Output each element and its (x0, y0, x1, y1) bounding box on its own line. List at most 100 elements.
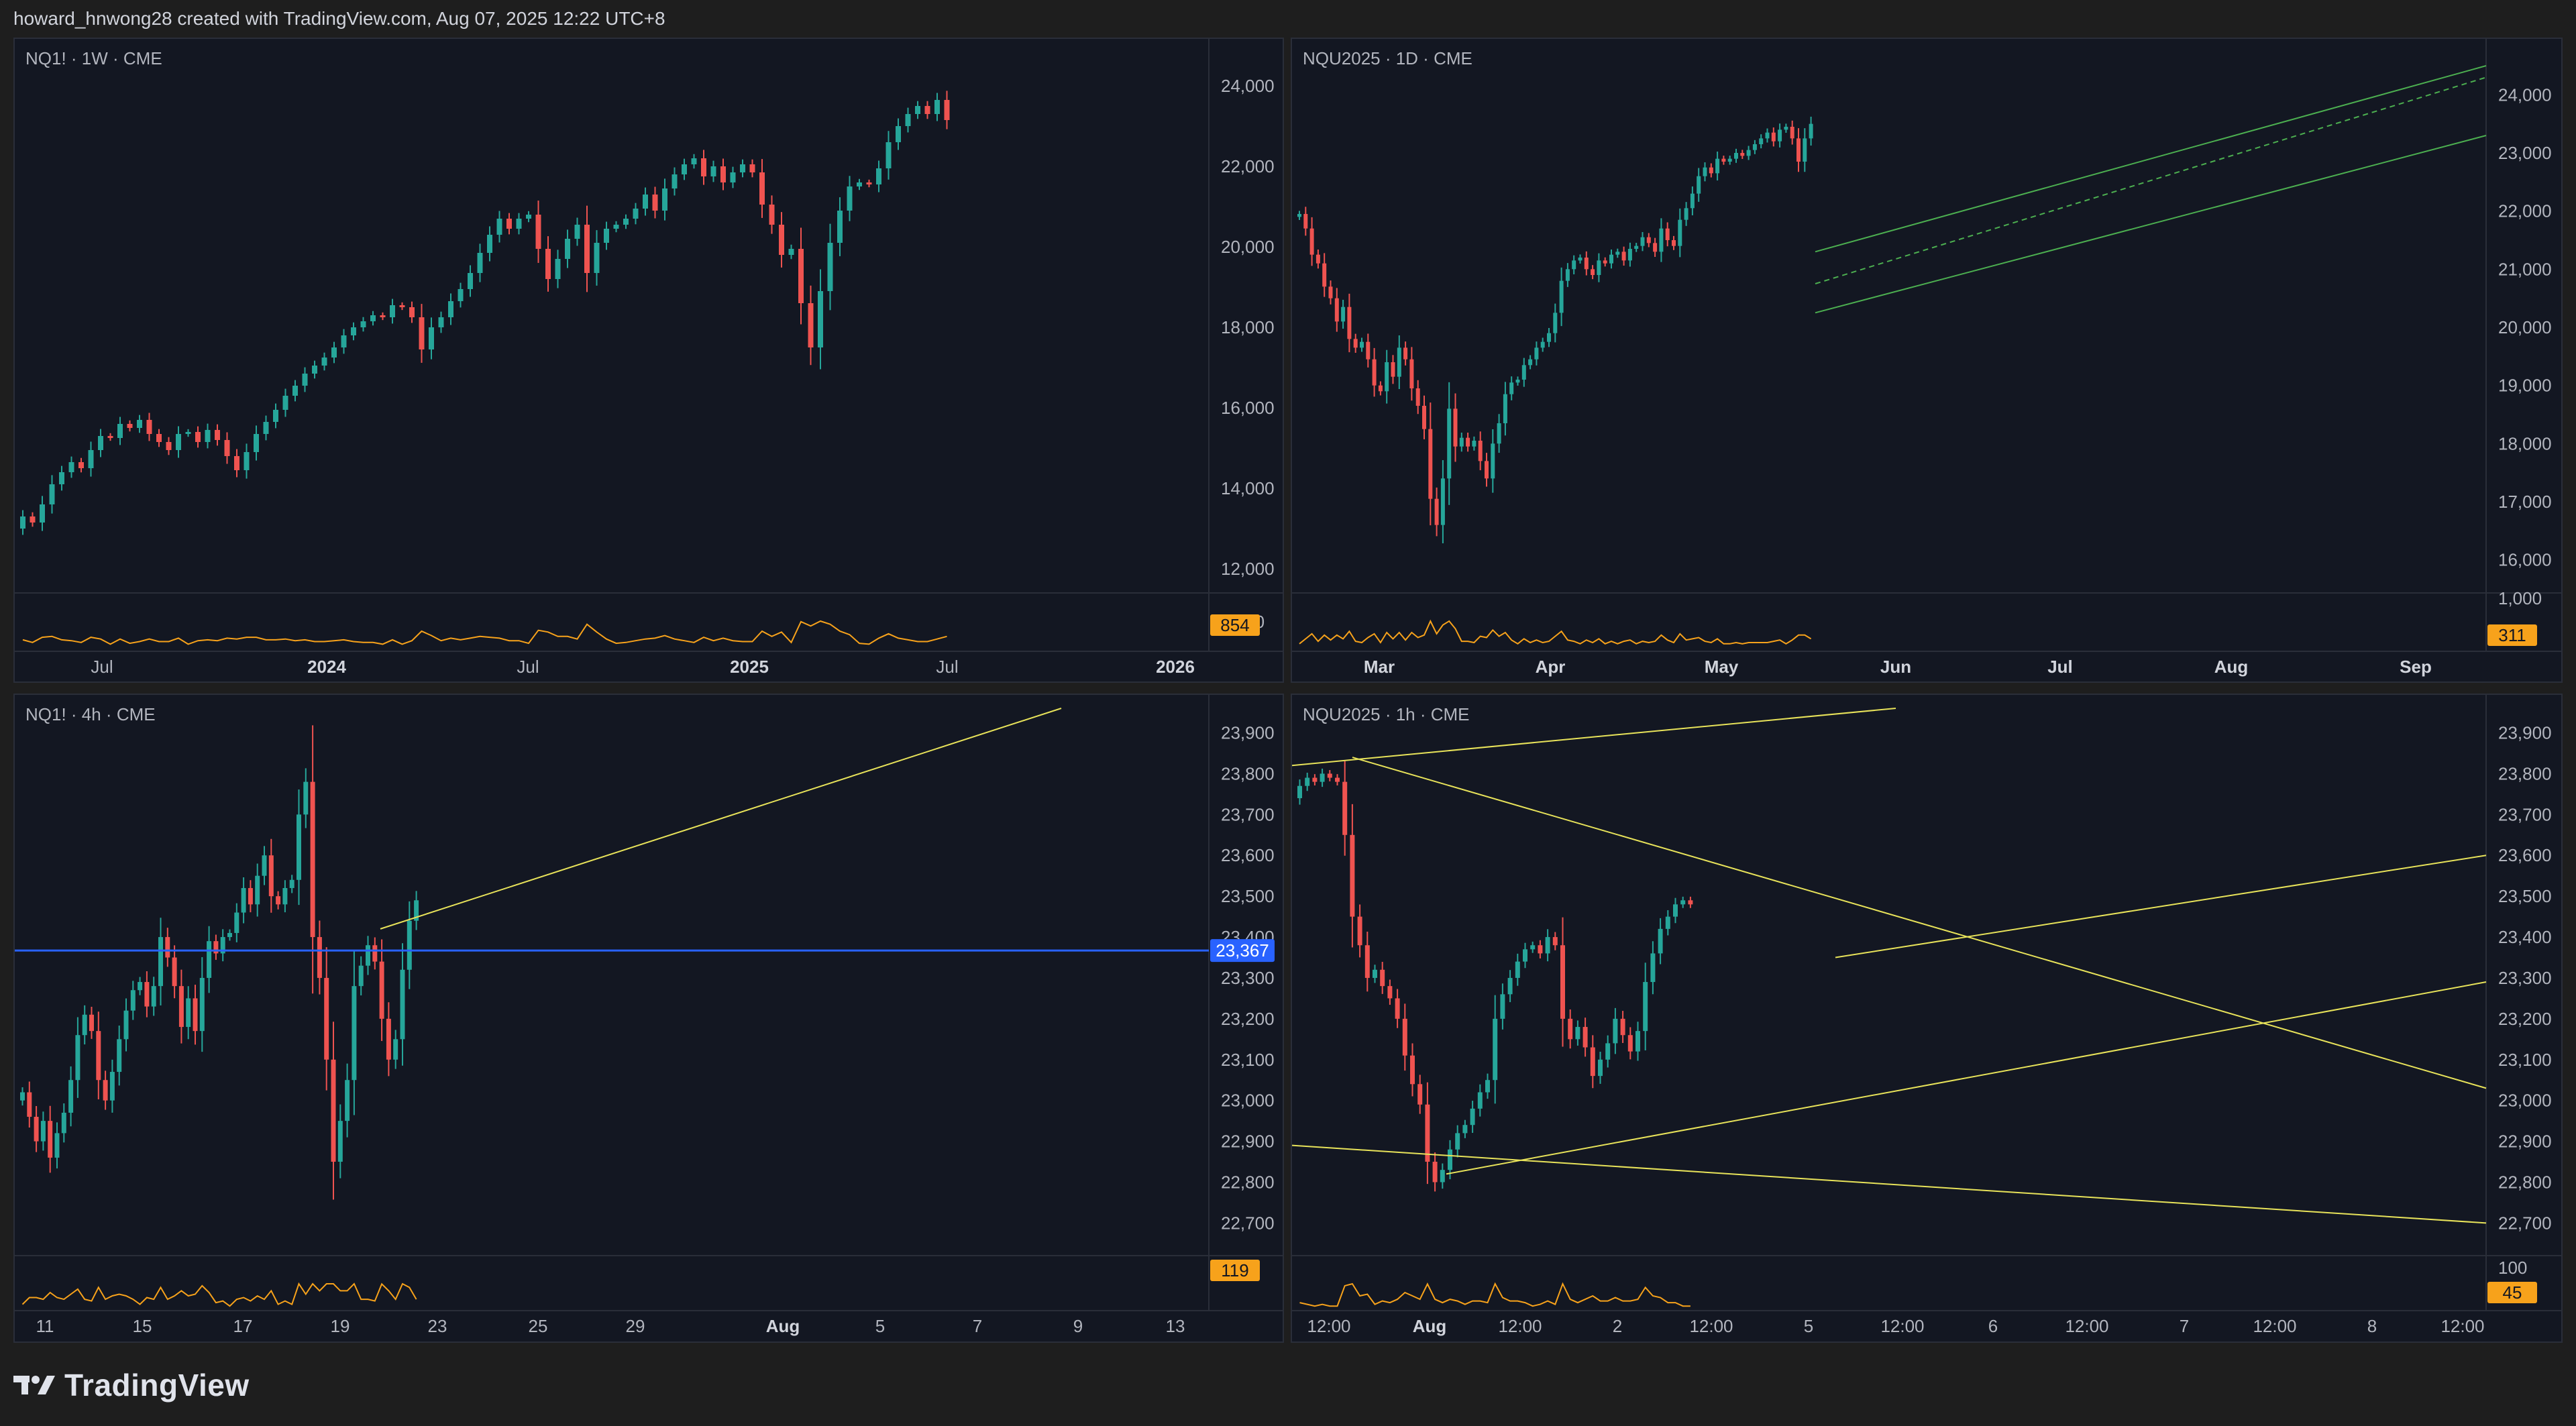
candle-body (1312, 777, 1318, 782)
time-axis-label: 9 (1073, 1316, 1083, 1336)
candle-body (1578, 258, 1582, 261)
symbol-label: NQU2025 · 1h · CME (1303, 704, 1470, 724)
price-axis-label: 24,000 (2498, 85, 2552, 105)
candle-body (1553, 313, 1558, 333)
candle-body (138, 982, 143, 991)
candle-body (613, 225, 619, 229)
candle-body (1634, 245, 1639, 249)
candle-body (1434, 498, 1439, 525)
candle-body (652, 195, 658, 211)
candle-body (1703, 167, 1707, 176)
candle-body (1477, 1092, 1483, 1109)
candle-body (1715, 158, 1720, 174)
candle-body (633, 209, 639, 219)
volume-line (22, 620, 947, 645)
chart-panel-nq1-weekly[interactable]: 24,000 22,000 20,000 18,000 16,000 14,000 12,0… (13, 38, 1284, 683)
candle-body (458, 289, 464, 301)
candle-body (438, 317, 444, 327)
candle-body (1734, 153, 1738, 159)
channel-upper-line (1815, 65, 2487, 253)
volume-line (1299, 1282, 1690, 1307)
candle-body (720, 166, 726, 182)
candle-body (390, 305, 395, 317)
candle-body (109, 1072, 115, 1101)
brand-footer[interactable]: TradingView (13, 1365, 250, 1405)
price-axis-label: 23,000 (2498, 143, 2552, 163)
candle-body (1765, 132, 1770, 139)
price-axis-label: 20,000 (1221, 237, 1275, 257)
candle-body (1335, 777, 1340, 782)
candle-body (1364, 945, 1370, 978)
candle-body (1547, 333, 1551, 342)
candle-body (759, 172, 765, 205)
candle-body (905, 114, 911, 126)
candle-body (1584, 258, 1589, 270)
candle-body (248, 887, 253, 905)
chart-canvas[interactable]: 24,000 22,000 20,000 18,000 16,000 14,000 12,0… (15, 39, 1283, 681)
candle-body (213, 941, 219, 954)
candle-body (1380, 969, 1385, 987)
candle-body (20, 1092, 25, 1101)
candle-body (1316, 254, 1320, 264)
candle-body (604, 229, 609, 243)
chart-canvas[interactable]: 23,90023,80023,70023,60023,50023,40023,3… (15, 695, 1283, 1341)
price-axis-label: 23,600 (1221, 845, 1275, 865)
candle-body (352, 986, 357, 1081)
time-axis-label: Aug (2214, 657, 2249, 677)
candle-body (1727, 158, 1732, 162)
chart-canvas[interactable]: 23,90023,80023,70023,60023,50023,40023,3… (1292, 695, 2561, 1341)
price-axis-label: 22,700 (1221, 1213, 1275, 1233)
candle-body (1790, 127, 1794, 139)
candle-body (1521, 365, 1526, 380)
candle-body (1402, 1018, 1407, 1056)
candle-body (166, 442, 172, 450)
candle-body (1680, 900, 1686, 905)
candle-body (1447, 408, 1452, 479)
candle-body (1360, 341, 1364, 348)
candle-body (1485, 1080, 1490, 1093)
candle-body (1688, 900, 1693, 905)
candle-body (448, 301, 453, 317)
chart-panel-nq1-4h[interactable]: 23,900 23,800 23,700 23,600 23,500 23,400 23,3… (13, 694, 1284, 1343)
price-axis-label: 23,300 (2498, 968, 2552, 988)
candle-body (241, 887, 246, 913)
candle-body (1391, 362, 1395, 377)
candle-body (1591, 269, 1595, 275)
candle-body (1507, 977, 1513, 995)
time-axis-label: 2026 (1156, 657, 1195, 677)
candle-body (1515, 961, 1520, 978)
candle-body (1459, 437, 1464, 447)
candle-body (1448, 1149, 1452, 1170)
price-axis-label: 23,800 (1221, 763, 1275, 783)
volume-badge-bg (1210, 614, 1260, 636)
volume-axis-label: 1,000 (2498, 588, 2542, 608)
chart-panel-nqu2025-1h[interactable]: 23,900 23,800 23,700 23,600 23,500 23,400 23,3… (1291, 694, 2563, 1343)
price-axis-label: 23,200 (2498, 1009, 2552, 1029)
channel-lower-line (1815, 135, 2487, 314)
candle-body (1665, 228, 1670, 240)
price-axis-label: 22,000 (1221, 156, 1275, 176)
candle-body (1643, 982, 1648, 1032)
time-axis-label: 5 (1804, 1316, 1813, 1336)
candle-body (82, 1014, 87, 1036)
candle-body (358, 965, 364, 987)
price-badge-bg (1210, 939, 1275, 963)
candle-body (96, 1031, 101, 1081)
candle-body (1565, 269, 1570, 281)
candle-body (1432, 1162, 1438, 1183)
time-axis-label: Jun (1880, 657, 1911, 677)
candle-body (866, 182, 872, 184)
candle-body (337, 1121, 343, 1162)
chart-canvas[interactable]: 24,000 23,000 22,000 21,000 20,000 19,000 18,0… (1292, 39, 2561, 681)
candle-body (1752, 144, 1757, 150)
price-axis-label: 24,000 (1221, 76, 1275, 96)
chart-panel-nqu2025-daily[interactable]: 24,000 23,000 22,000 21,000 20,000 19,000 18,0… (1291, 38, 2563, 683)
trendline-upper (380, 708, 1062, 930)
candle-body (151, 986, 156, 1007)
candle-body (48, 1121, 53, 1158)
candle-body (165, 937, 170, 958)
candle-body (317, 937, 322, 978)
candle-body (1684, 208, 1688, 220)
candle-body (199, 977, 205, 1032)
candle-body (1613, 1018, 1618, 1044)
